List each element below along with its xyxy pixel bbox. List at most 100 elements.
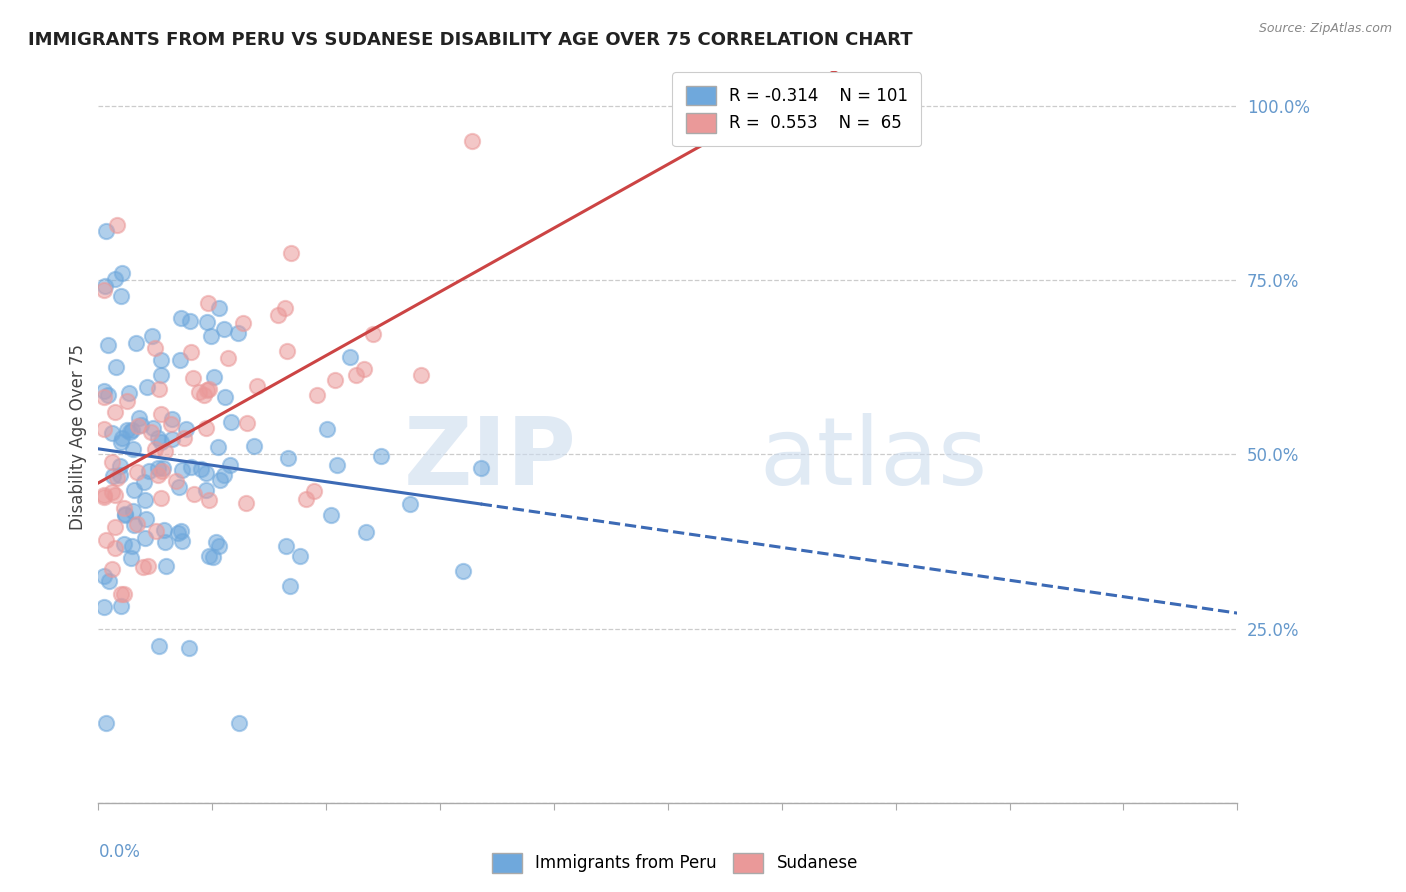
Point xyxy=(93,487,115,501)
Point xyxy=(93,283,115,297)
Point xyxy=(246,379,269,393)
Point xyxy=(174,422,197,436)
Point xyxy=(110,458,132,473)
Point xyxy=(148,639,170,653)
Point xyxy=(139,425,162,439)
Point xyxy=(125,516,148,531)
Point xyxy=(195,315,218,329)
Point xyxy=(307,388,329,402)
Point xyxy=(150,368,173,382)
Point xyxy=(115,423,138,437)
Point xyxy=(183,487,205,501)
Point xyxy=(278,579,301,593)
Point xyxy=(146,431,169,445)
Point xyxy=(93,390,115,404)
Point xyxy=(104,272,127,286)
Point xyxy=(110,434,132,449)
Point xyxy=(118,385,141,400)
Point xyxy=(361,327,384,342)
Point xyxy=(167,480,190,494)
Point xyxy=(149,353,172,368)
Point xyxy=(93,600,115,615)
Point xyxy=(110,587,132,601)
Point xyxy=(108,468,131,483)
Point xyxy=(110,599,132,614)
Point xyxy=(214,468,236,483)
Point xyxy=(219,458,242,472)
Point xyxy=(470,460,492,475)
Point xyxy=(135,512,157,526)
Point xyxy=(302,483,325,498)
Point xyxy=(136,380,159,394)
Point xyxy=(146,467,169,482)
Legend: R = -0.314    N = 101, R =  0.553    N =  65: R = -0.314 N = 101, R = 0.553 N = 65 xyxy=(672,72,921,146)
Text: IMMIGRANTS FROM PERU VS SUDANESE DISABILITY AGE OVER 75 CORRELATION CHART: IMMIGRANTS FROM PERU VS SUDANESE DISABIL… xyxy=(28,31,912,49)
Point xyxy=(121,442,143,456)
Point xyxy=(162,412,184,426)
Point xyxy=(150,464,173,478)
Point xyxy=(198,382,221,396)
Point xyxy=(149,491,172,505)
Point xyxy=(110,289,132,303)
Point xyxy=(127,418,149,433)
Point xyxy=(167,525,190,540)
Point xyxy=(208,473,231,487)
Point xyxy=(136,559,159,574)
Point xyxy=(142,421,165,435)
Point xyxy=(228,715,250,730)
Point xyxy=(100,561,122,575)
Point xyxy=(129,418,152,433)
Point xyxy=(170,524,193,538)
Point xyxy=(103,405,125,419)
Point xyxy=(214,390,236,404)
Point xyxy=(160,432,183,446)
Point xyxy=(197,296,219,310)
Point xyxy=(111,431,134,445)
Point xyxy=(112,587,135,601)
Point xyxy=(122,483,145,497)
Point xyxy=(242,439,264,453)
Point xyxy=(165,474,187,488)
Point xyxy=(194,483,217,497)
Point xyxy=(290,549,312,563)
Point xyxy=(101,469,124,483)
Point xyxy=(208,539,231,553)
Point xyxy=(122,517,145,532)
Point xyxy=(138,464,160,478)
Point xyxy=(169,352,191,367)
Point xyxy=(208,301,231,315)
Point xyxy=(280,246,302,260)
Point xyxy=(273,301,295,315)
Point xyxy=(207,441,229,455)
Point xyxy=(93,384,115,399)
Point xyxy=(177,641,200,656)
Point xyxy=(112,501,135,516)
Text: Source: ZipAtlas.com: Source: ZipAtlas.com xyxy=(1258,22,1392,36)
Point xyxy=(219,415,242,429)
Point xyxy=(274,539,297,553)
Point xyxy=(193,388,215,402)
Point xyxy=(202,370,225,384)
Point xyxy=(276,344,298,359)
Point xyxy=(155,444,177,458)
Point xyxy=(128,411,150,425)
Point xyxy=(104,488,127,502)
Point xyxy=(180,345,202,359)
Point xyxy=(94,224,117,238)
Point xyxy=(204,535,226,549)
Point xyxy=(101,454,124,468)
Point xyxy=(146,461,169,475)
Point xyxy=(409,368,432,382)
Point xyxy=(111,266,134,280)
Point xyxy=(339,350,361,364)
Point xyxy=(101,425,124,440)
Point xyxy=(235,496,257,510)
Point xyxy=(217,351,239,366)
Point xyxy=(134,531,156,545)
Point xyxy=(101,485,124,500)
Point xyxy=(121,423,143,437)
Point xyxy=(460,134,482,148)
Point xyxy=(149,435,172,450)
Point xyxy=(94,715,117,730)
Point xyxy=(104,541,127,556)
